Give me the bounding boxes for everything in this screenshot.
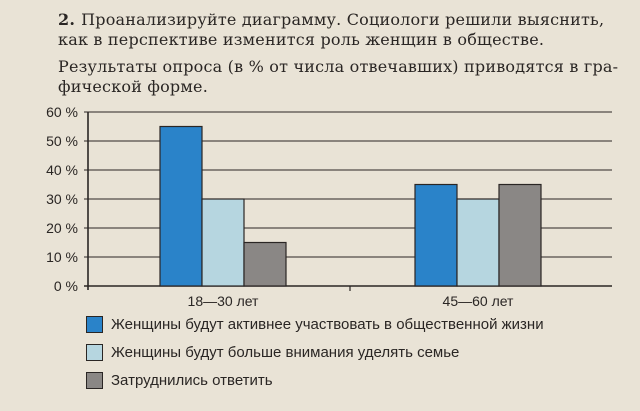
y-tick-label: 30 % [46, 191, 78, 207]
legend-swatch-unsure [86, 372, 103, 389]
task-line-3: Результаты опроса (в % от числа отвечавш… [58, 57, 619, 76]
legend-label-unsure: Затруднились ответить [111, 372, 273, 389]
legend-item-family: Женщины будут больше внимания уделять се… [86, 342, 640, 363]
bar [456, 198, 500, 287]
task-line-1: 2. Проанализируйте диаграмму. Социологи р… [58, 10, 633, 30]
legend-label-family: Женщины будут больше внимания уделять се… [111, 344, 460, 361]
x-tick-labels: 18—30 лет 45—60 лет [188, 293, 515, 309]
y-tick-label: 0 % [54, 278, 78, 294]
legend-swatch-active [86, 316, 103, 333]
legend-item-active: Женщины будут активнее участвовать в общ… [86, 314, 640, 335]
bar [498, 183, 542, 287]
task-text: 2. Проанализируйте диаграмму. Социологи р… [58, 10, 633, 97]
x-tick-label: 45—60 лет [443, 293, 515, 309]
legend: Женщины будут активнее участвовать в общ… [86, 314, 640, 398]
y-tick-label: 40 % [46, 162, 78, 178]
bar [159, 125, 203, 287]
legend-swatch-family [86, 344, 103, 361]
legend-item-unsure: Затруднились ответить [86, 370, 640, 391]
task-line-4: фической форме. [58, 77, 208, 96]
x-tick-label: 18—30 лет [188, 293, 260, 309]
task-line-1-text: Проанализируйте диаграмму. Социологи реш… [81, 10, 605, 29]
task-number: 2. [58, 10, 76, 29]
bars [159, 125, 542, 287]
y-tick-label: 50 % [46, 133, 78, 149]
y-tick-label: 60 % [46, 104, 78, 120]
y-tick-labels: 0 % 10 % 20 % 30 % 40 % 50 % 60 % [46, 104, 78, 294]
y-tick-label: 10 % [46, 249, 78, 265]
task-line-2: как в перспективе изменится роль женщин … [58, 30, 545, 49]
bar [243, 241, 287, 287]
bar [414, 183, 458, 287]
bar [201, 198, 245, 287]
y-tick-label: 20 % [46, 220, 78, 236]
legend-label-active: Женщины будут активнее участвовать в общ… [111, 316, 544, 333]
